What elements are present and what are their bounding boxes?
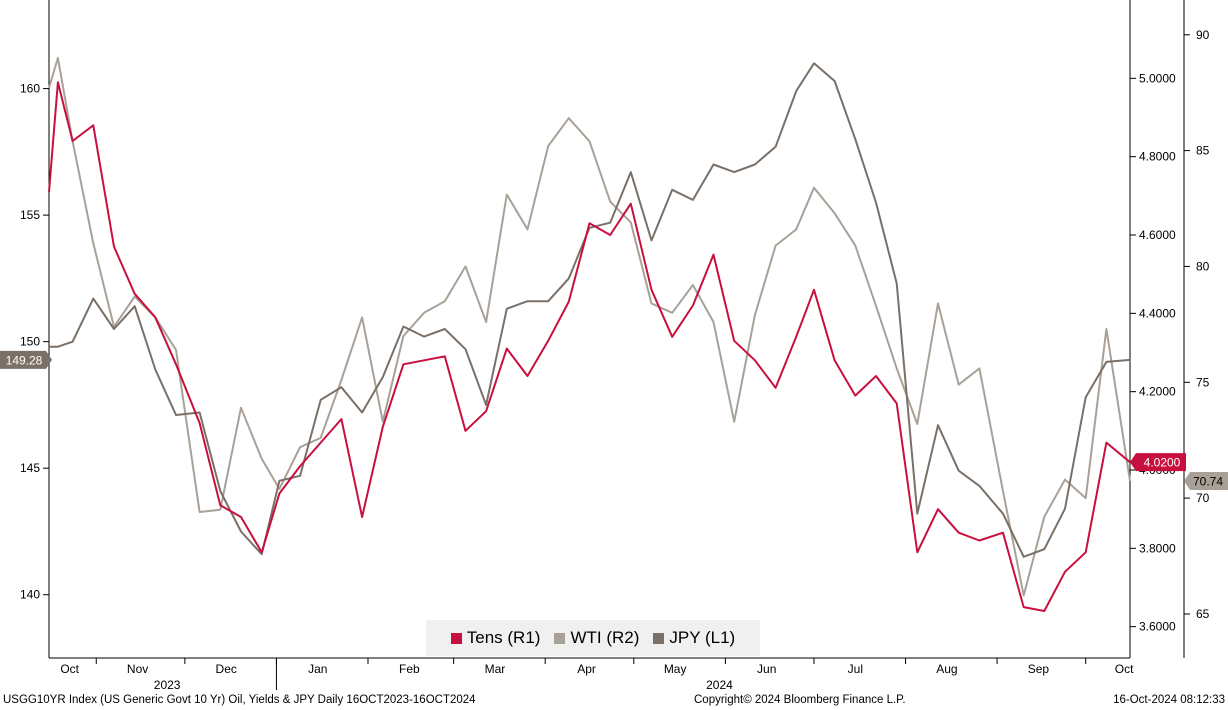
right2-tick-label: 90: [1196, 28, 1210, 42]
last-value-badge-tens: [1130, 453, 1186, 472]
last-value-label-wti: 70.74: [1193, 474, 1223, 488]
legend-swatch-tens: [450, 632, 462, 644]
last-value-label-jpy: 149.28: [6, 353, 43, 367]
right2-tick-label: 65: [1196, 607, 1210, 621]
right1-tick-label: 4.8000: [1139, 150, 1176, 164]
legend-item-tens: Tens (R1): [450, 628, 541, 648]
left-tick-label: 140: [20, 588, 40, 602]
right2-tick-label: 85: [1196, 144, 1210, 158]
legend-item-wti: WTI (R2): [554, 628, 639, 648]
last-value-badge-wti: [1184, 471, 1228, 490]
series-line-tens: [48, 81, 1131, 612]
legend-label-tens: Tens (R1): [466, 628, 541, 647]
series-line-jpy: [49, 62, 1131, 558]
right1-tick-label: 4.4000: [1139, 306, 1176, 320]
legend-item-jpy: JPY (L1): [653, 628, 735, 648]
left-tick-label: 150: [20, 335, 40, 349]
x-tick-label: Dec: [216, 662, 237, 676]
legend: Tens (R1) WTI (R2) JPY (L1): [426, 620, 760, 656]
right2-tick-label: 80: [1196, 259, 1210, 273]
footer-description: USGG10YR Index (US Generic Govt 10 Yr) O…: [3, 694, 476, 706]
x-tick-label: Aug: [936, 662, 957, 676]
x-year-label: 2024: [706, 678, 733, 690]
legend-swatch-wti: [554, 632, 566, 644]
x-tick-label: Oct: [60, 662, 79, 676]
chart-canvas: 160 155 150 145 140 5.0000 4.8000 4.6000 4.4000 4…: [0, 0, 1228, 690]
x-tick-label: May: [664, 662, 687, 676]
last-value-badge-jpy: [0, 350, 52, 369]
left-tick-label: 145: [20, 461, 40, 475]
series-line-wti: [48, 56, 1131, 597]
x-year-label: 2023: [154, 678, 181, 690]
x-tick-label: Sep: [1028, 662, 1050, 676]
right2-tick-label: 70: [1196, 491, 1210, 505]
right1-tick-label: 5.0000: [1139, 71, 1176, 85]
x-tick-label: Jun: [757, 662, 776, 676]
last-value-label-tens: 4.0200: [1144, 456, 1181, 470]
left-tick-label: 155: [20, 208, 40, 222]
right1-tick-label: 4.6000: [1139, 228, 1176, 242]
right1-tick-label: 3.8000: [1139, 541, 1176, 555]
x-tick-label: Nov: [127, 662, 148, 676]
right2-tick-label: 75: [1196, 375, 1210, 389]
x-tick-label: Mar: [485, 662, 506, 676]
footer-timestamp: 16-Oct-2024 08:12:33: [1113, 694, 1225, 706]
legend-label-jpy: JPY (L1): [669, 628, 736, 647]
right1-tick-label: 4.2000: [1139, 385, 1176, 399]
x-tick-label: Feb: [399, 662, 420, 676]
x-tick-label: Oct: [1115, 662, 1134, 676]
left-tick-label: 160: [20, 82, 40, 96]
x-tick-label: Jan: [308, 662, 327, 676]
right1-tick-label: 3.6000: [1139, 620, 1176, 634]
footer-copyright: Copyright© 2024 Bloomberg Finance L.P.: [694, 694, 906, 706]
x-tick-label: Apr: [577, 662, 596, 676]
legend-label-wti: WTI (R2): [570, 628, 640, 647]
x-tick-label: Jul: [848, 662, 863, 676]
legend-swatch-jpy: [653, 632, 665, 644]
